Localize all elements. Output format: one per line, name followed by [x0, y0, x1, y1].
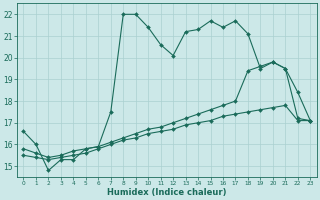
X-axis label: Humidex (Indice chaleur): Humidex (Indice chaleur)	[107, 188, 227, 197]
